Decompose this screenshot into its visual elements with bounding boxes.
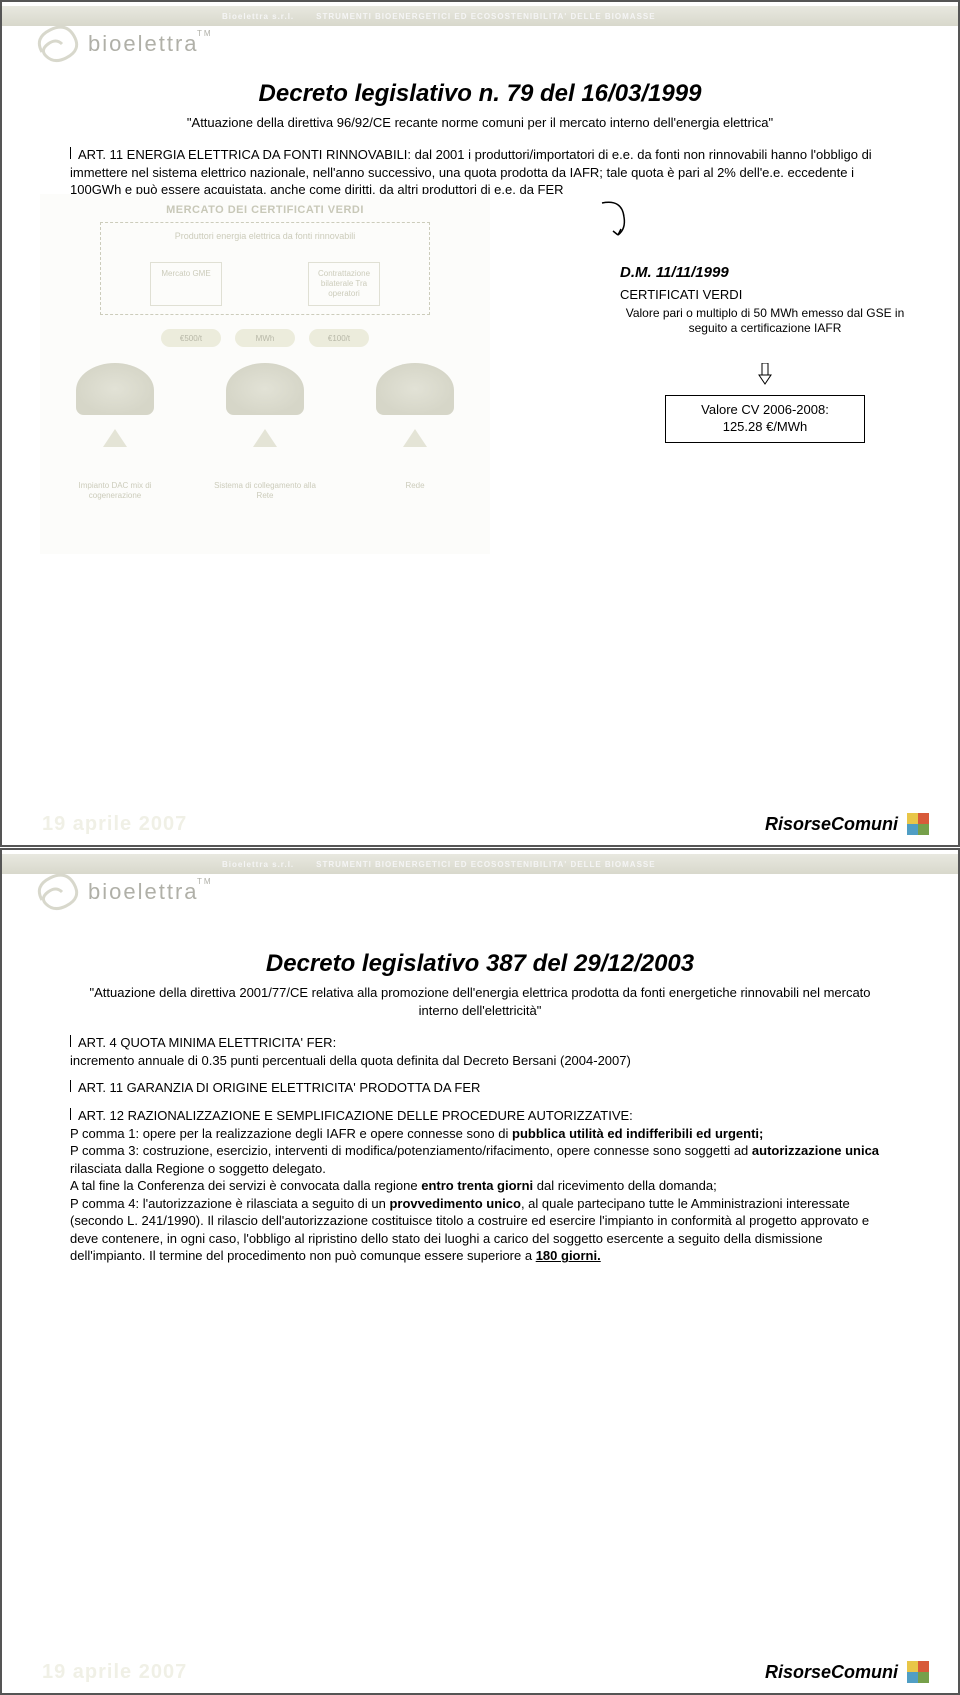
c3-c: A tal fine la Conferenza dei servizi è c… [70, 1178, 421, 1193]
diagram-dashed-group: Produttori energia elettrica da fonti ri… [100, 222, 430, 315]
p1-body: incremento annuale di 0.35 punti percent… [70, 1053, 631, 1068]
slide-2: Bioelettra s.r.l. STRUMENTI BIOENERGETIC… [0, 848, 960, 1695]
c1-lead: P comma 1: opere per la realizzazione de… [70, 1126, 512, 1141]
logo-tm: TM [197, 877, 213, 886]
logo-word: bioelettra [88, 879, 199, 904]
para-mark-icon [70, 1035, 76, 1047]
diagram-box-bilateral: Contrattazione bilaterale Tra operatori [308, 262, 380, 306]
para-mark-icon [70, 1080, 76, 1092]
arch-icon [376, 363, 454, 415]
slide-title: Decreto legislativo n. 79 del 16/03/1999 [70, 80, 890, 108]
diagram-desc-2: Sistema di collegamento alla Rete [210, 481, 320, 501]
slide-title: Decreto legislativo 387 del 29/12/2003 [70, 950, 890, 978]
slide-footer: 19 aprile 2007 RisorseComuni [2, 811, 958, 837]
para-text: ART. 11 ENERGIA ELETTRICA DA FONTI RINNO… [70, 147, 872, 197]
c3-bold: autorizzazione unica [752, 1143, 879, 1158]
paragraph-art11g: ART. 11 GARANZIA DI ORIGINE ELETTRICITA'… [70, 1079, 890, 1097]
c3-a: P comma 3: costruzione, esercizio, inter… [70, 1143, 752, 1158]
c4-link: 180 giorni. [536, 1248, 601, 1263]
footer-brand-text: RisorseComuni [765, 1662, 898, 1683]
diagram-arch-row [40, 363, 490, 419]
triangle-icon [253, 429, 277, 447]
cert-label-text: CERTIFICATI VERDI [620, 287, 742, 302]
header-label-2: STRUMENTI BIOENERGETICI ED ECOSOSTENIBIL… [316, 12, 655, 21]
footer-brand-text: RisorseComuni [765, 814, 898, 835]
logo: bioelettra TM [32, 870, 199, 914]
diagram-title: MERCATO DEI CERTIFICATI VERDI [40, 204, 490, 216]
slide-subtitle: "Attuazione della direttiva 2001/77/CE r… [70, 984, 890, 1020]
market-diagram: MERCATO DEI CERTIFICATI VERDI Produttori… [40, 194, 490, 554]
slide-body: Decreto legislativo 387 del 29/12/2003 "… [2, 950, 958, 1657]
footer-date: 19 aprile 2007 [42, 813, 187, 836]
paragraph-art11: ART. 11 ENERGIA ELETTRICA DA FONTI RINNO… [70, 146, 890, 199]
diagram-triangles [40, 429, 490, 447]
c3-b: rilasciata dalla Regione o soggetto dele… [70, 1161, 326, 1176]
c3-d: dal ricevimento della domanda; [533, 1178, 717, 1193]
arch-icon [226, 363, 304, 415]
diagram-box-gme: Mercato GME [150, 262, 222, 306]
cert-label: CERTIFICATI VERDI [620, 287, 910, 302]
para-mark-icon [70, 147, 76, 159]
paragraph-art4: ART. 4 QUOTA MINIMA ELETTRICITA' FER: in… [70, 1034, 890, 1069]
cert-desc: Valore pari o multiplo di 50 MWh emesso … [620, 306, 910, 337]
c1-bold: pubblica utilità ed indifferibili ed urg… [512, 1126, 763, 1141]
logo-swirl-icon [32, 870, 82, 914]
p2-text: ART. 11 GARANZIA DI ORIGINE ELETTRICITA'… [78, 1080, 480, 1095]
diagram-top-label: Produttori energia elettrica da fonti ri… [107, 231, 423, 242]
curly-arrow-icon [598, 199, 640, 241]
diagram-area: MERCATO DEI CERTIFICATI VERDI Produttori… [70, 209, 890, 589]
arch-icon [76, 363, 154, 415]
header-label-1: Bioelettra s.r.l. [222, 12, 294, 21]
p3-head: ART. 12 RAZIONALIZZAZIONE E SEMPLIFICAZI… [78, 1108, 633, 1123]
footer-brand-icon [906, 812, 930, 836]
slide-footer: 19 aprile 2007 RisorseComuni [2, 1659, 958, 1685]
diagram-pill-1: €500/t [161, 329, 221, 347]
header-label-2: STRUMENTI BIOENERGETICI ED ECOSOSTENIBIL… [316, 860, 655, 869]
p1-head: ART. 4 QUOTA MINIMA ELETTRICITA' FER: [78, 1035, 336, 1050]
diagram-pill-2: MWh [235, 329, 295, 347]
c4-bold: provvedimento unico [389, 1196, 520, 1211]
diagram-pill-row: €500/t MWh €100/t [40, 329, 490, 347]
diagram-pill-3: €100/t [309, 329, 369, 347]
footer-brand-icon [906, 1660, 930, 1684]
logo: bioelettra TM [32, 22, 199, 66]
arrow-down-icon [757, 363, 773, 385]
diagram-desc-1: Impianto DAC mix di cogenerazione [60, 481, 170, 501]
diagram-descs: Impianto DAC mix di cogenerazione Sistem… [40, 481, 490, 501]
logo-text: bioelettra TM [88, 31, 199, 57]
slide-body: Decreto legislativo n. 79 del 16/03/1999… [2, 80, 958, 809]
c3-bold2: entro trenta giorni [421, 1178, 533, 1193]
logo-word: bioelettra [88, 31, 199, 56]
slide-subtitle: "Attuazione della direttiva 96/92/CE rec… [70, 114, 890, 132]
logo-text: bioelettra TM [88, 879, 199, 905]
footer-brand: RisorseComuni [765, 1660, 930, 1684]
diagram-desc-3: Rede [360, 481, 470, 501]
footer-date: 19 aprile 2007 [42, 1661, 187, 1684]
footer-brand: RisorseComuni [765, 812, 930, 836]
header-label-1: Bioelettra s.r.l. [222, 860, 294, 869]
logo-tm: TM [197, 29, 213, 38]
slide-1: Bioelettra s.r.l. STRUMENTI BIOENERGETIC… [0, 0, 960, 847]
cv-value-box: Valore CV 2006-2008:125.28 €/MWh [665, 395, 865, 443]
dm-heading: D.M. 11/11/1999 [620, 264, 910, 281]
triangle-icon [103, 429, 127, 447]
para-mark-icon [70, 1108, 76, 1120]
right-info-blocks: D.M. 11/11/1999 CERTIFICATI VERDI Valore… [620, 264, 910, 443]
triangle-icon [403, 429, 427, 447]
paragraph-art12: ART. 12 RAZIONALIZZAZIONE E SEMPLIFICAZI… [70, 1107, 890, 1265]
c4-a: P comma 4: l'autorizzazione è rilasciata… [70, 1196, 389, 1211]
logo-swirl-icon [32, 22, 82, 66]
